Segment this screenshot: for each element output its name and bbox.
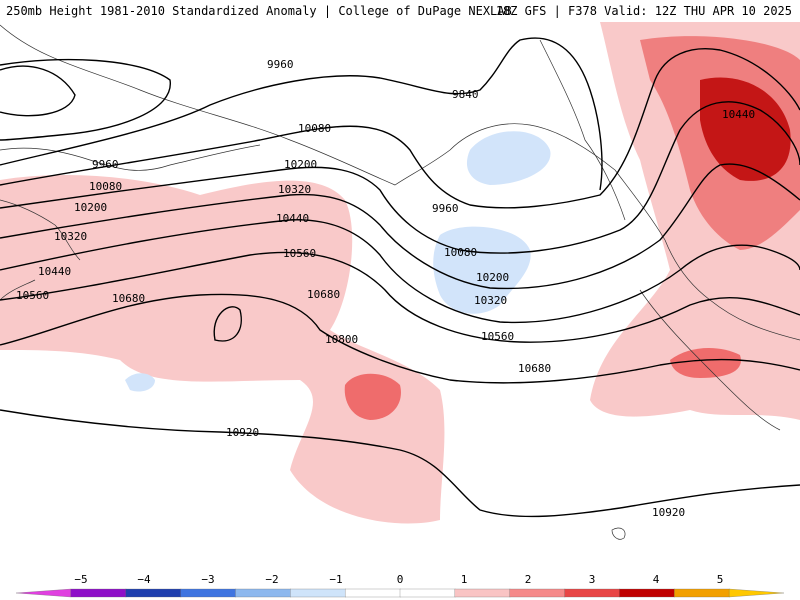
contour-labels: 9960 9840 10080 9960 10200 10080 10320 1… — [16, 58, 755, 519]
colorbar-tick-label: 5 — [717, 573, 724, 586]
colorbar-swatch — [15, 588, 72, 598]
contour-label: 10440 — [38, 265, 71, 278]
contour-label: 10800 — [325, 333, 358, 346]
coastlines — [0, 24, 800, 540]
colorbar-swatch — [125, 588, 182, 598]
colorbar-tick-label: 0 — [397, 573, 404, 586]
height-contours — [0, 37, 800, 518]
contour-label: 10320 — [54, 230, 87, 243]
colorbar-tick-label: −5 — [74, 573, 87, 586]
contour-label: 9840 — [452, 88, 479, 101]
colorbar-swatch — [728, 588, 785, 598]
contour-label: 10680 — [307, 288, 340, 301]
colorbar-swatch — [399, 588, 456, 598]
colorbar-swatch — [180, 588, 237, 598]
contour-label: 10200 — [476, 271, 509, 284]
colorbar-swatch — [674, 588, 730, 598]
anomaly-map: 9960 9840 10080 9960 10200 10080 10320 1… — [0, 22, 800, 540]
colorbar-tick-label: −1 — [329, 573, 342, 586]
colorbar-swatch — [235, 588, 291, 598]
colorbar-ticks: −5 −4 −3 −2 −1 0 1 2 3 4 5 — [74, 573, 723, 586]
contour-label: 10440 — [722, 108, 755, 121]
colorbar-swatch — [454, 588, 511, 598]
colorbar-tick-label: 3 — [589, 573, 596, 586]
model-valid-time: 18Z GFS | F378 Valid: 12Z THU APR 10 202… — [495, 4, 792, 18]
colorbar-swatch — [509, 588, 566, 598]
contour-label: 10320 — [278, 183, 311, 196]
contour-label: 10080 — [444, 246, 477, 259]
colorbar-tick-label: 4 — [653, 573, 660, 586]
colorbar-tick-label: 1 — [461, 573, 468, 586]
contour-label: 10200 — [74, 201, 107, 214]
contour-label: 9960 — [432, 202, 459, 215]
negative-anomaly-shading — [125, 131, 551, 392]
map-header: 250mb Height 1981-2010 Standardized Anom… — [0, 0, 800, 22]
colorbar: −5 −4 −3 −2 −1 0 1 2 3 4 5 — [15, 573, 785, 598]
contour-label: 10440 — [276, 212, 309, 225]
colorbar-swatch — [619, 588, 675, 598]
colorbar-swatch — [290, 588, 346, 598]
colorbar-swatch — [564, 588, 621, 598]
contour-label: 10680 — [112, 292, 145, 305]
map-title: 250mb Height 1981-2010 Standardized Anom… — [6, 4, 512, 18]
contour-label: 10920 — [652, 506, 685, 519]
colorbar-tick-label: −3 — [201, 573, 214, 586]
contour-label: 10080 — [298, 122, 331, 135]
colorbar-tick-label: −2 — [265, 573, 278, 586]
contour-label: 10920 — [226, 426, 259, 439]
contour-label: 10080 — [89, 180, 122, 193]
contour-label: 9960 — [267, 58, 294, 71]
colorbar-tick-label: −4 — [137, 573, 151, 586]
contour-label: 10560 — [16, 289, 49, 302]
contour-label: 10200 — [284, 158, 317, 171]
contour-label: 10560 — [481, 330, 514, 343]
colorbar-swatches — [15, 588, 785, 598]
contour-label: 10680 — [518, 362, 551, 375]
contour-label: 10560 — [283, 247, 316, 260]
colorbar-tick-label: 2 — [525, 573, 532, 586]
colorbar-swatch — [70, 588, 127, 598]
positive-anomaly-shading — [0, 22, 800, 524]
colorbar-swatch — [344, 588, 401, 598]
contour-label: 10320 — [474, 294, 507, 307]
contour-label: 9960 — [92, 158, 119, 171]
